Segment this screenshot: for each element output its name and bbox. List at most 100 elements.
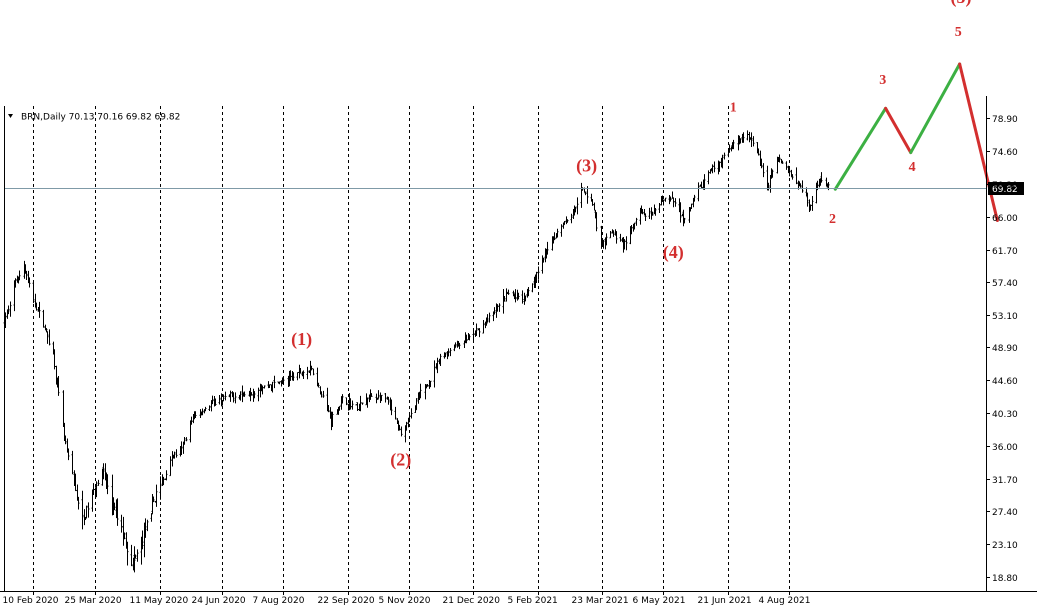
price-bar bbox=[711, 164, 714, 174]
wave-label: 1 bbox=[730, 100, 737, 115]
price-bar bbox=[697, 182, 700, 202]
price-bar bbox=[95, 481, 98, 498]
price-bar bbox=[449, 348, 452, 357]
price-bar bbox=[302, 370, 305, 380]
symbol-header: BRN,Daily 70.13 70.16 69.82 69.82 bbox=[8, 113, 180, 123]
price-bar bbox=[18, 270, 21, 281]
price-bar bbox=[38, 301, 41, 318]
price-bar bbox=[159, 476, 162, 500]
price-bar bbox=[204, 406, 207, 412]
price-bar bbox=[113, 502, 116, 511]
price-bar bbox=[553, 232, 556, 241]
price-bar bbox=[566, 219, 569, 223]
y-tick-label: 74.60 bbox=[992, 148, 1018, 158]
price-bar bbox=[700, 181, 703, 189]
price-bar bbox=[136, 549, 139, 562]
y-tick-label: 44.60 bbox=[992, 377, 1018, 387]
price-bar bbox=[327, 405, 330, 413]
price-bar bbox=[586, 186, 589, 204]
price-bar bbox=[356, 402, 359, 411]
x-axis-ticks: 10 Feb 2020 25 Mar 2020 11 May 2020 24 Jun … bbox=[3, 591, 810, 606]
wave-label: (5) bbox=[951, 0, 972, 8]
y-tick-label: 66.00 bbox=[992, 214, 1018, 224]
y-tick-label: 36.00 bbox=[992, 443, 1018, 453]
price-bar bbox=[721, 154, 724, 169]
price-bar bbox=[57, 376, 60, 396]
price-bar bbox=[496, 304, 499, 312]
price-bar bbox=[619, 233, 622, 242]
price-bar bbox=[527, 286, 530, 297]
price-bar bbox=[102, 463, 105, 480]
price-bar bbox=[341, 394, 344, 404]
price-bar bbox=[742, 132, 745, 144]
price-bar bbox=[53, 349, 56, 370]
price-bar bbox=[410, 408, 413, 419]
price-bar bbox=[433, 360, 436, 388]
y-axis-ticks: 78.90 74.60 70.30 66.00 61.70 57.40 53.10 48.90… bbox=[986, 115, 1018, 584]
price-bar bbox=[531, 283, 534, 293]
price-bar bbox=[436, 357, 439, 374]
price-bar bbox=[224, 391, 227, 401]
price-bar bbox=[521, 290, 524, 304]
x-tick-label: 10 Feb 2020 bbox=[3, 596, 59, 606]
y-tick-label: 70.30 bbox=[992, 181, 1018, 191]
wave-label: 3 bbox=[879, 73, 886, 88]
price-bar bbox=[507, 289, 510, 295]
price-bar bbox=[257, 387, 260, 402]
price-bar bbox=[208, 405, 211, 412]
price-bar bbox=[322, 390, 325, 398]
price-bar bbox=[9, 301, 12, 317]
price-bar bbox=[739, 138, 742, 144]
price-bar bbox=[46, 331, 49, 344]
price-bar bbox=[732, 139, 735, 150]
price-bar bbox=[64, 435, 67, 445]
price-bar bbox=[454, 342, 457, 349]
price-bar bbox=[271, 381, 274, 393]
price-bar bbox=[218, 395, 221, 405]
y-tick-label: 48.90 bbox=[992, 344, 1018, 354]
price-bar bbox=[349, 398, 352, 410]
price-bar bbox=[361, 402, 364, 405]
price-bar bbox=[141, 530, 144, 550]
y-tick-label: 78.90 bbox=[992, 115, 1018, 125]
price-bar bbox=[723, 152, 726, 160]
price-bar bbox=[560, 224, 563, 237]
wave-label: (3) bbox=[576, 156, 597, 177]
price-bar bbox=[74, 473, 77, 492]
price-bar bbox=[630, 225, 633, 235]
price-bar bbox=[250, 392, 253, 396]
price-bar bbox=[672, 197, 675, 208]
price-bar bbox=[419, 383, 422, 399]
price-bar bbox=[623, 239, 626, 250]
current-price-badge bbox=[988, 182, 1024, 195]
price-bar bbox=[788, 166, 791, 177]
price-bar bbox=[820, 172, 823, 183]
price-bar bbox=[338, 405, 341, 411]
dropdown-triangle-icon[interactable] bbox=[8, 114, 13, 118]
wave-label: (1) bbox=[291, 329, 312, 350]
price-bar bbox=[752, 136, 755, 147]
price-bar bbox=[87, 502, 90, 518]
price-bar bbox=[377, 390, 380, 399]
price-bar bbox=[146, 519, 149, 532]
price-bar bbox=[384, 392, 387, 403]
y-tick-label: 18.80 bbox=[992, 574, 1018, 584]
price-bars bbox=[3, 130, 830, 573]
price-bar bbox=[458, 342, 461, 350]
price-bar bbox=[713, 161, 716, 173]
price-bar bbox=[625, 236, 628, 251]
price-bar bbox=[122, 516, 125, 546]
price-bar bbox=[180, 441, 183, 456]
price-bar bbox=[679, 202, 682, 223]
price-bar bbox=[120, 514, 123, 533]
price-bar bbox=[28, 277, 31, 288]
price-bar bbox=[106, 474, 109, 495]
x-tick-label: 7 Aug 2020 bbox=[253, 596, 305, 606]
price-bar bbox=[486, 314, 489, 323]
y-tick-label: 53.10 bbox=[992, 312, 1018, 322]
price-bar bbox=[130, 544, 133, 567]
price-bar bbox=[32, 281, 35, 304]
price-bar bbox=[229, 390, 232, 402]
price-bar bbox=[644, 213, 647, 222]
price-bar bbox=[580, 182, 583, 208]
